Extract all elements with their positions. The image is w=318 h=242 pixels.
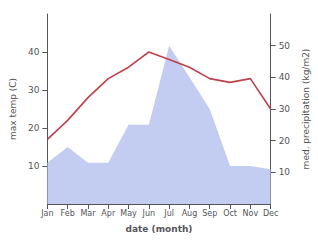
svg-text:20: 20	[279, 136, 291, 146]
svg-text:20: 20	[28, 123, 40, 133]
svg-text:Jul: Jul	[163, 209, 174, 218]
svg-text:40: 40	[279, 72, 291, 82]
svg-text:Nov: Nov	[243, 209, 259, 218]
svg-text:10: 10	[279, 167, 291, 177]
svg-text:med. precipitation (kg/m2): med. precipitation (kg/m2)	[301, 49, 311, 170]
svg-text:date (month): date (month)	[126, 224, 193, 234]
svg-text:Sep: Sep	[202, 209, 217, 218]
svg-text:Feb: Feb	[61, 209, 75, 218]
svg-text:May: May	[120, 209, 137, 218]
svg-text:Jun: Jun	[142, 209, 156, 218]
svg-text:Dec: Dec	[263, 209, 278, 218]
svg-text:30: 30	[28, 85, 40, 95]
svg-text:30: 30	[279, 104, 291, 114]
svg-text:50: 50	[279, 41, 291, 51]
svg-text:Jan: Jan	[40, 209, 53, 218]
svg-text:max temp (C): max temp (C)	[8, 78, 18, 140]
svg-text:40: 40	[28, 47, 40, 57]
svg-text:Oct: Oct	[223, 209, 237, 218]
svg-text:Aug: Aug	[182, 209, 198, 218]
svg-text:10: 10	[28, 161, 40, 171]
svg-text:Apr: Apr	[101, 209, 116, 218]
svg-text:Mar: Mar	[80, 209, 96, 218]
